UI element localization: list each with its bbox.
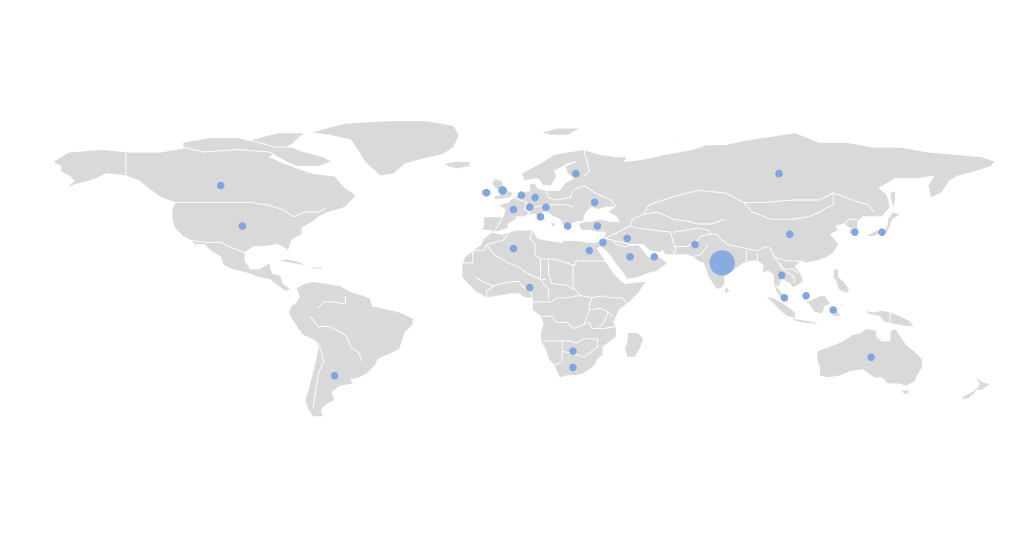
landmass-sakhalin [889,189,896,211]
country-border [461,234,509,264]
map-bubble[interactable] [572,169,580,178]
map-bubble[interactable] [531,193,539,202]
landmass-sumatra [765,295,796,319]
landmass-japan [859,211,902,243]
map-bubble[interactable] [509,205,518,214]
country-border [857,309,891,313]
landmass-new-guinea [862,307,915,327]
map-bubble[interactable] [238,222,247,230]
country-border [843,218,858,225]
country-border [317,295,346,309]
country-border [673,227,712,235]
landmass-tasmania [900,389,910,395]
landmass-novaya-zemlya [648,134,693,151]
map-bubble[interactable] [623,234,631,243]
map-bubble[interactable] [585,246,594,255]
country-border [605,237,639,248]
map-bubble[interactable] [216,181,225,190]
landmass-hispaniola [307,266,325,270]
map-bubble[interactable] [525,203,534,211]
map-bubble[interactable] [878,228,886,236]
map-bubble[interactable] [786,230,794,239]
country-border [770,248,796,284]
country-border [743,192,834,220]
country-border [494,216,503,233]
landmass-canada-islands [182,137,333,167]
country-border [309,316,363,362]
land-layer [33,120,997,418]
map-bubble[interactable] [709,250,735,276]
landmass-iceland [442,161,471,170]
country-border [773,256,801,262]
map-bubble[interactable] [536,213,545,221]
map-bubble[interactable] [829,306,837,314]
country-border [602,225,677,255]
map-bubble[interactable] [599,238,607,247]
landmass-philippines [832,268,850,295]
map-bubble[interactable] [542,203,550,211]
country-border [553,340,563,366]
landmass-svalbard [540,127,582,136]
map-bubble[interactable] [867,353,875,362]
map-bubble[interactable] [775,169,783,178]
country-border [174,201,327,218]
map-bubble[interactable] [517,191,526,199]
map-bubble[interactable] [780,294,789,302]
country-border [485,285,495,298]
map-bubble[interactable] [590,198,599,207]
country-border [778,262,799,274]
country-border [540,258,550,300]
landmass-greenland [309,120,460,177]
map-bubble[interactable] [851,228,859,236]
map-bubble[interactable] [626,252,634,261]
country-border [532,295,582,303]
landmass-cuba [277,258,308,266]
country-border [597,311,609,327]
map-bubble[interactable] [525,283,534,292]
country-border [572,185,617,208]
landmass-north-america [52,132,357,293]
landmass-borneo [802,295,831,315]
landmass-sri-lanka [724,287,731,295]
map-bubble[interactable] [482,189,491,197]
landmass-new-zealand [960,375,991,401]
country-border [613,239,639,245]
map-bubble[interactable] [802,292,810,300]
landmass-java [792,317,818,325]
country-border [513,197,531,215]
country-border [583,149,590,177]
map-bubble[interactable] [330,371,339,380]
map-bubble[interactable] [563,222,572,230]
country-border [692,244,709,258]
map-bubble[interactable] [569,363,577,372]
landmass-south-america [288,280,414,418]
country-border [190,239,246,254]
map-bubble[interactable] [691,240,699,249]
map-bubble[interactable] [777,271,786,280]
landmass-alaska-islands [33,189,62,196]
country-border [527,204,574,208]
country-border [589,307,614,317]
landmass-africa-madagascar [624,332,644,358]
country-border [312,342,325,409]
country-border [548,258,574,290]
map-bubble[interactable] [509,244,518,253]
country-border [572,265,628,311]
country-border [545,190,574,201]
map-bubble[interactable] [569,347,577,355]
country-border [583,297,593,325]
country-border [629,211,725,227]
bubble-layer [216,169,886,380]
map-bubble[interactable] [650,252,659,261]
country-border [540,315,617,330]
map-bubble[interactable] [498,186,507,195]
country-border [643,189,875,215]
map-bubble[interactable] [593,222,602,230]
